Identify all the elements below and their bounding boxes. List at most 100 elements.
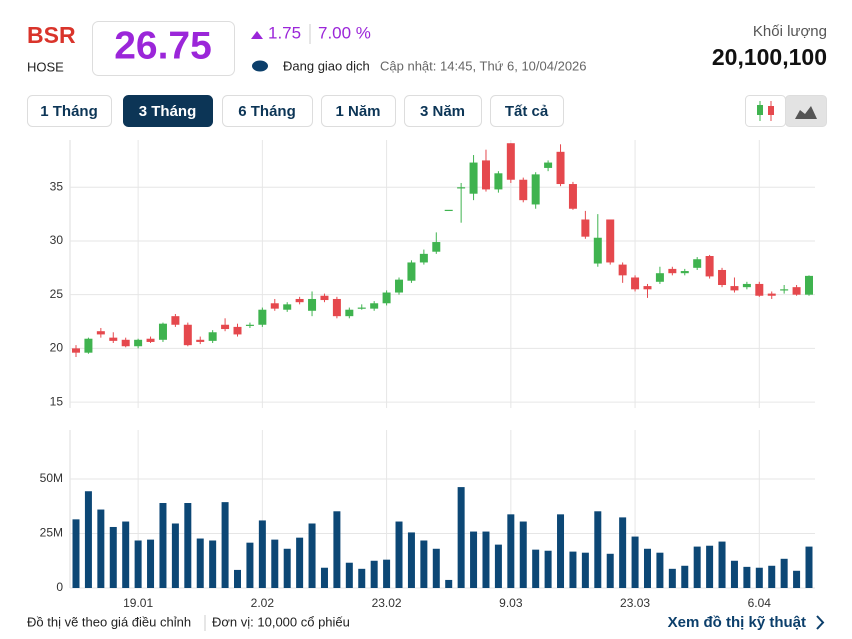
candle-body — [72, 348, 80, 353]
volume-bar — [494, 544, 502, 588]
volume-bar — [457, 487, 465, 588]
volume-bar — [283, 548, 291, 588]
tab-label: 1 Tháng — [40, 103, 98, 120]
volume-bar — [320, 567, 328, 588]
volume-bar — [544, 550, 552, 588]
tab[interactable] — [27, 95, 112, 127]
volume-bar — [72, 519, 80, 588]
candle-body — [457, 187, 466, 189]
candle-body — [196, 339, 205, 342]
tab-label: 6 Tháng — [238, 103, 296, 120]
y-tick-label: 30 — [50, 233, 64, 247]
y-tick-label: 25M — [40, 526, 63, 540]
volume-bar — [221, 502, 229, 588]
candle-body — [382, 292, 391, 304]
y-tick-label: 15 — [50, 394, 64, 408]
technical-chart-link[interactable]: Xem đồ thị kỹ thuật — [668, 614, 806, 631]
candle-body — [84, 338, 93, 353]
status-dot — [252, 60, 268, 72]
area-icon — [795, 106, 817, 119]
tab-label: 1 Năm — [335, 103, 380, 120]
exchange: HOSE — [27, 59, 64, 74]
volume-bar — [246, 542, 254, 588]
volume-bar — [333, 511, 341, 588]
volume-bar — [432, 548, 440, 588]
candle-body — [96, 331, 105, 335]
candle-body — [668, 268, 677, 274]
tab[interactable] — [490, 95, 564, 127]
candle-body — [519, 179, 528, 201]
volume-bar — [147, 539, 155, 588]
candle-body — [320, 295, 329, 301]
candle-body — [370, 303, 379, 309]
candle-body — [742, 283, 751, 288]
price-box — [92, 21, 235, 76]
volume-bar — [358, 568, 366, 588]
area-view-button[interactable] — [785, 95, 827, 127]
volume-bar — [805, 546, 813, 588]
candle-body — [568, 184, 577, 209]
y-tick-label: 0 — [56, 580, 63, 594]
volume-bar — [196, 538, 204, 588]
tab[interactable] — [123, 95, 213, 127]
tab[interactable] — [222, 95, 313, 127]
volume-bar — [122, 521, 130, 588]
volume-bar — [209, 540, 217, 588]
candle-body — [643, 286, 652, 290]
price: 26.75 — [114, 24, 212, 67]
candle-body — [121, 339, 130, 347]
volume-bar — [768, 565, 776, 588]
candle-body — [792, 287, 801, 295]
volume-bar — [370, 560, 378, 588]
candle-body — [233, 326, 242, 335]
volume-bar — [507, 514, 515, 588]
candle-icon — [757, 101, 774, 121]
candle-body — [481, 160, 490, 190]
footer-unit: Đơn vị: 10,000 cổ phiếu — [212, 614, 350, 629]
volume-bar — [793, 570, 801, 588]
x-tick-label: 9.03 — [499, 596, 523, 610]
status: Đang giao dịch — [283, 58, 370, 73]
volume-bar — [271, 539, 279, 588]
y-tick-label: 25 — [50, 287, 64, 301]
updated: Cập nhật: 14:45, Thứ 6, 10/04/2026 — [380, 58, 587, 73]
volume-bar — [383, 559, 391, 588]
tab[interactable] — [321, 95, 396, 127]
volume-bar — [730, 560, 738, 588]
candle-body — [469, 162, 478, 194]
volume-bar — [159, 503, 167, 588]
y-tick-label: 20 — [50, 341, 64, 355]
candle-body — [171, 316, 180, 325]
candle-body — [183, 324, 192, 346]
candle-body — [680, 271, 689, 274]
volume-bar — [681, 565, 689, 588]
change: 1.75 — [268, 23, 301, 42]
volume-bar — [557, 514, 565, 588]
volume-bar — [755, 567, 763, 588]
volume-bar — [532, 549, 540, 588]
volume-bar — [643, 548, 651, 588]
volume-bar — [482, 531, 490, 588]
footer-note: Đồ thị vẽ theo giá điều chỉnh — [27, 614, 191, 629]
y-tick-label: 50M — [40, 471, 63, 485]
tab[interactable] — [404, 95, 482, 127]
x-tick-label: 19.01 — [123, 596, 153, 610]
candle-body — [593, 237, 602, 264]
volume-bar — [519, 521, 527, 588]
candle-view-button[interactable] — [745, 95, 786, 127]
candle-body — [419, 253, 428, 263]
x-tick-label: 23.02 — [372, 596, 402, 610]
candle-body — [134, 339, 143, 347]
volume-bar — [706, 545, 714, 588]
candle-body — [258, 309, 267, 325]
volume-bar — [569, 551, 577, 588]
charts: 15 20 25 30 35 0 25M 50M 19.01 2.02 23.02 9.03 23.03… — [40, 140, 815, 610]
volume-bar — [109, 526, 117, 588]
volume-bar — [97, 509, 105, 588]
volume-bar — [84, 491, 92, 588]
volume-bar — [594, 511, 602, 588]
tab-bar: 1 Tháng 3 Tháng 6 Tháng 1 Năm 3 Năm Tất cả — [27, 95, 564, 127]
candle-body — [805, 275, 813, 295]
volume-bar — [395, 521, 403, 588]
candle-body — [544, 162, 553, 168]
